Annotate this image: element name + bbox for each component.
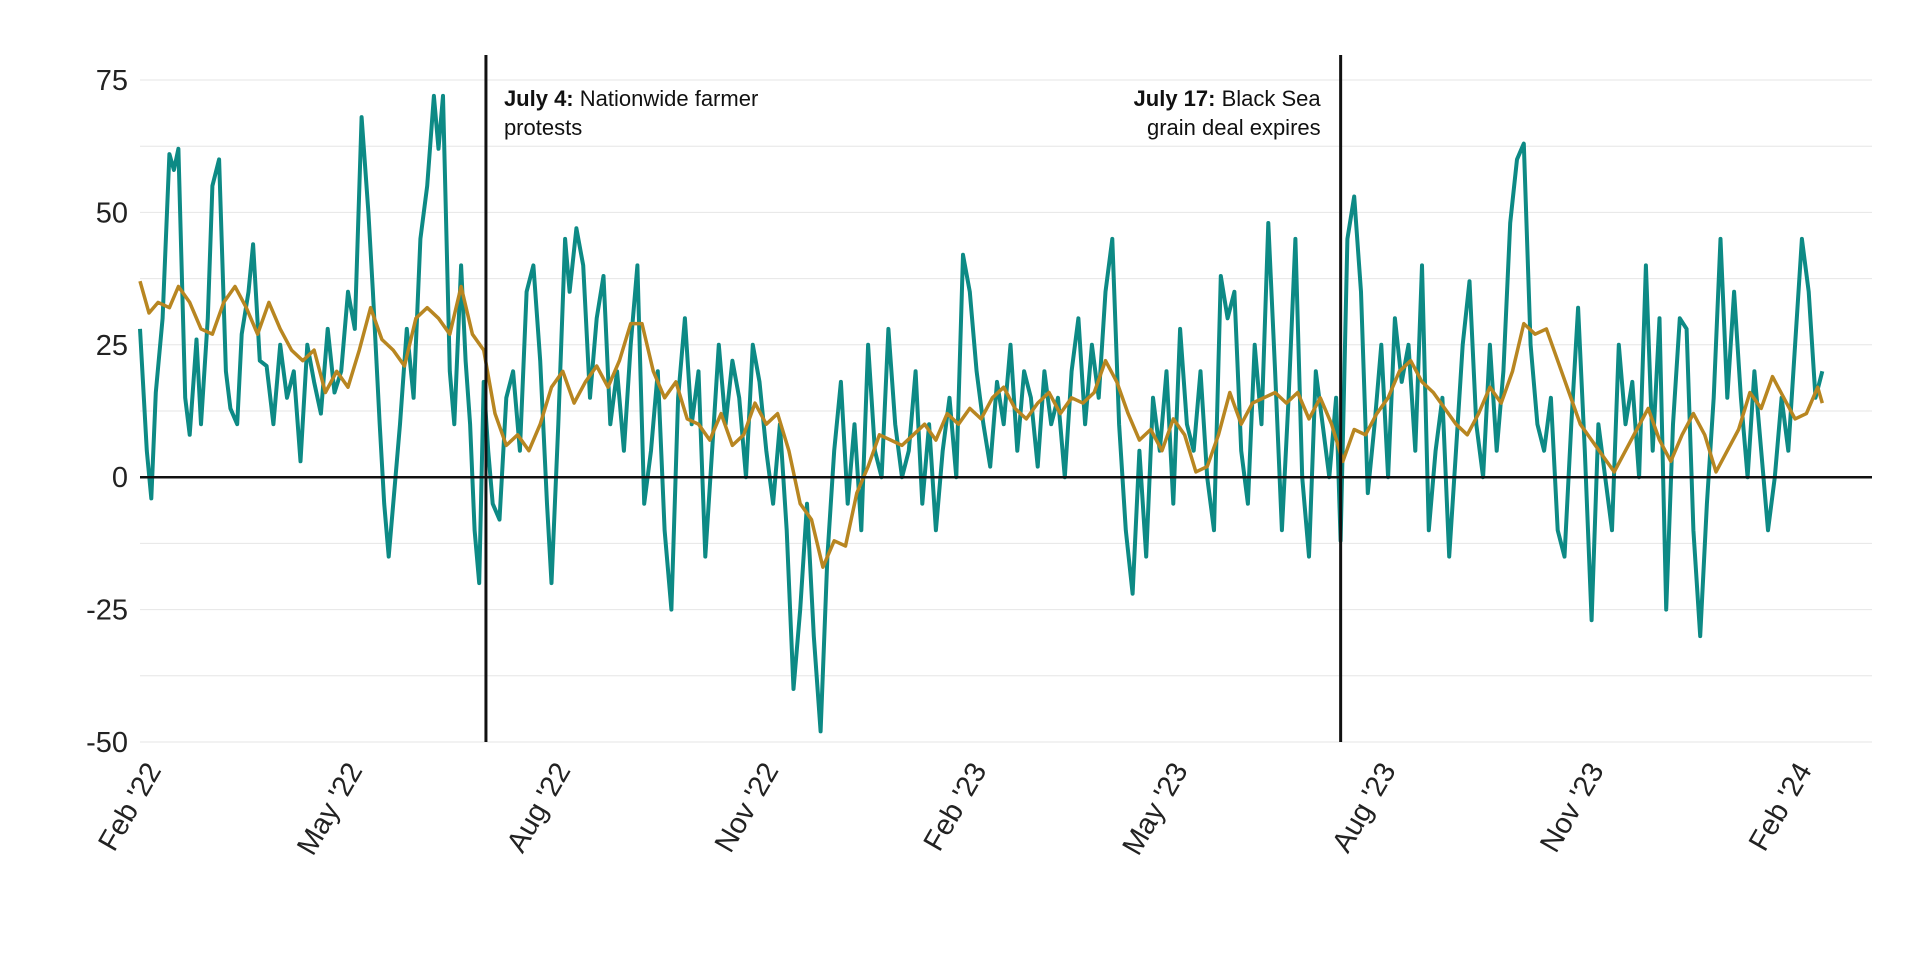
x-tick-label: Feb '22 — [92, 758, 168, 857]
x-tick-label: May '22 — [291, 758, 369, 861]
annotation-text: July 17: Black Sea — [1134, 86, 1322, 111]
y-tick-label: 50 — [96, 197, 128, 229]
x-tick-label: Feb '24 — [1743, 758, 1819, 857]
x-axis-tick-labels: Feb '22 May '22 Aug '22 Nov '22 Feb '23 May '… — [92, 758, 1818, 861]
series-lines — [138, 93, 1872, 734]
annotation-text: July 4: Nationwide farmer — [504, 86, 758, 111]
y-tick-label: 0 — [112, 462, 128, 494]
x-tick-label: May '23 — [1117, 758, 1195, 861]
y-tick-label: -25 — [86, 595, 128, 627]
series-line-1 — [138, 93, 1825, 734]
y-tick-label: 75 — [96, 65, 128, 97]
y-tick-label: -50 — [86, 727, 128, 759]
series-line-2 — [138, 280, 1824, 569]
x-tick-label: Nov '22 — [709, 758, 785, 858]
x-tick-label: Aug '22 — [501, 758, 577, 858]
y-tick-label: 25 — [96, 330, 128, 362]
x-tick-label: Nov '23 — [1534, 758, 1610, 858]
x-tick-label: Aug '23 — [1326, 758, 1402, 858]
x-tick-label: Feb '23 — [918, 758, 994, 857]
y-axis-tick-labels: 75 50 25 0 -25 -50 — [86, 65, 128, 759]
annotation-text: protests — [504, 115, 582, 140]
annotations: July 4: Nationwide farmer protests July 17… — [484, 55, 1343, 742]
annotation-text: grain deal expires — [1147, 115, 1321, 140]
